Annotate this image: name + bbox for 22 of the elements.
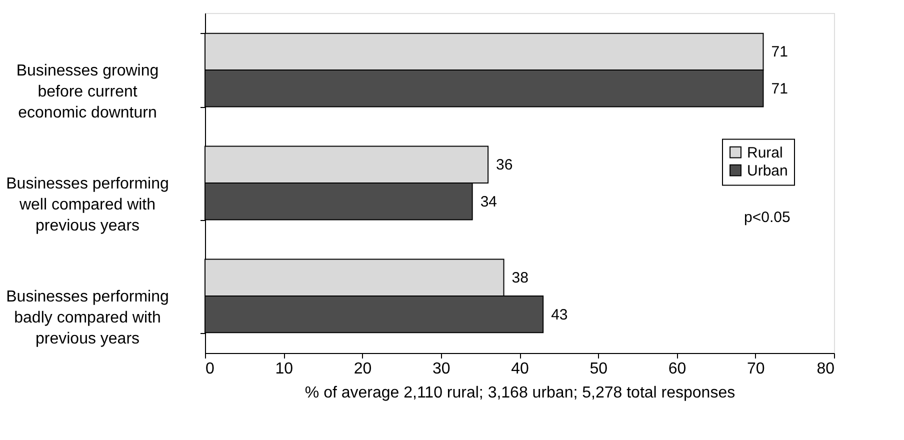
y-tick-label: Businesses growing before current economic downturn xyxy=(16,62,159,122)
data-label: 36 xyxy=(496,156,513,174)
legend-label: Rural xyxy=(747,144,783,162)
y-tick-label: Businesses performing well compared with previous years xyxy=(6,176,169,234)
data-label: 71 xyxy=(771,80,788,98)
x-tick-label: 40 xyxy=(511,360,529,378)
x-tick-label: 50 xyxy=(590,360,608,378)
x-tick-label: 0 xyxy=(206,360,214,378)
data-label: 34 xyxy=(480,193,498,210)
data-label: 43 xyxy=(551,306,568,324)
x-tick-label: 10 xyxy=(275,360,294,378)
data-label: 38 xyxy=(512,270,528,287)
x-tick-label: 20 xyxy=(354,360,372,378)
annotation: p<0.05 xyxy=(744,209,790,226)
data-label: 71 xyxy=(771,44,788,61)
legend-label: Urban xyxy=(747,162,788,180)
x-tick-label: 60 xyxy=(668,360,686,378)
x-tick-label: 30 xyxy=(432,360,450,378)
y-tick-label: Businesses performing badly compared with previous years xyxy=(6,288,169,348)
x-tick-label: 70 xyxy=(746,360,765,378)
x-tick-label: 80 xyxy=(816,360,835,378)
x-axis-title: % of average 2,110 rural; 3,168 urban; 5,278 total responses xyxy=(304,384,736,402)
